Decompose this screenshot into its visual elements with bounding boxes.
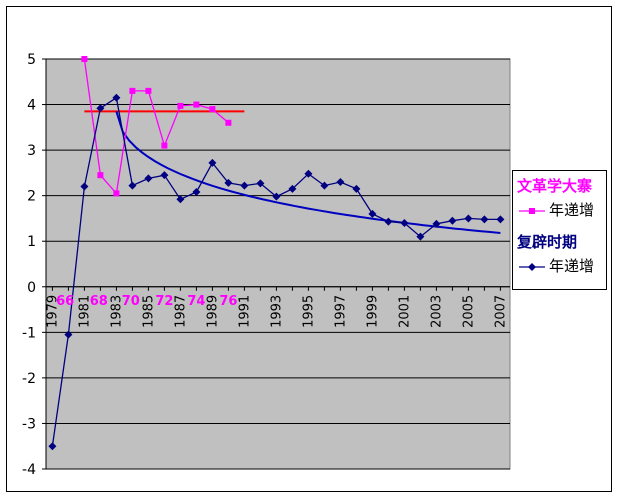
data-point-square [177,102,184,109]
data-point-diamond [288,184,297,193]
data-point-diamond [64,330,73,339]
x-tick-label: 2007 [493,295,508,328]
legend-label-magenta: 年递增 [549,201,595,219]
data-point-diamond [448,216,457,225]
y-tick-label: -1 [22,325,36,341]
x-tick-label: 1983 [109,295,124,328]
data-point-square [145,87,152,94]
data-point-diamond [400,219,409,227]
data-point-diamond [304,169,313,178]
data-point-diamond [320,181,329,190]
y-tick-label: 0 [27,280,36,296]
data-point-diamond [224,178,233,187]
series-layer [48,56,505,451]
overlay-year-label: 68 [90,294,108,309]
data-point-square [97,172,104,179]
y-tick-label: -4 [22,462,36,478]
data-point-diamond [128,181,137,190]
data-point-diamond [48,442,57,451]
data-point-diamond [352,184,361,193]
overlay-year-label: 76 [219,294,237,309]
y-tick-label: 3 [27,143,36,159]
data-point-diamond [144,174,153,183]
data-point-diamond [496,215,505,224]
x-tick-label: 1997 [333,295,348,328]
y-tick-label: -2 [22,371,36,387]
y-tick-label: 5 [27,52,36,68]
data-point-diamond [160,171,169,180]
data-point-square [193,101,200,108]
data-point-diamond [192,188,201,197]
overlay-year-label: 70 [122,294,140,309]
x-tick-label: 1989 [205,295,220,328]
y-tick-label: 1 [27,234,36,250]
data-point-diamond [480,215,489,224]
x-tick-label: 1991 [237,295,252,328]
chart-legend: 文革学大寨 年递增 复辟时期 年递增 [512,170,607,290]
x-tick-label: 1993 [269,295,284,328]
y-tick-label: 4 [27,98,36,114]
series-line-0 [83,59,229,195]
data-point-diamond [384,217,393,226]
axis-layer: -4 -3 -2 -1 0 1 2 3 4 5 1979 1981 1983 1985 1987 1989 19… [22,52,510,478]
plot-area [45,58,511,470]
data-point-square [209,106,216,113]
data-point-square [161,142,168,149]
x-tick-label: 1999 [365,295,380,328]
overlay-layer: 66 68 70 72 74 76 [56,294,237,309]
x-tick-label: 1985 [141,295,156,328]
data-point-square [113,190,120,197]
x-tick-label: 1979 [45,295,60,328]
data-point-diamond [112,93,121,102]
data-point-diamond [464,214,473,223]
data-point-diamond [208,158,217,167]
data-point-square [225,119,232,126]
x-tick-label: 1987 [173,295,188,328]
overlay-year-label: 72 [155,294,173,309]
data-point-square [81,56,88,62]
data-point-diamond [80,182,89,191]
y-tick-label: 2 [27,189,36,205]
legend-marker-navy [519,263,545,271]
data-point-diamond [256,179,265,188]
data-point-square [129,87,136,94]
legend-title-restoration: 复辟时期 [517,233,578,251]
data-point-diamond [416,232,425,241]
y-tick-label: -3 [22,416,36,432]
data-point-diamond [272,192,281,201]
data-point-diamond [240,181,249,190]
x-tick-label: 2005 [461,295,476,328]
legend-label-navy: 年递增 [549,257,595,275]
data-point-diamond [96,104,105,113]
x-tick-label: 1995 [301,295,316,328]
legend-marker-magenta [519,208,545,214]
overlay-year-label: 66 [56,294,74,309]
x-tick-label: 2003 [429,295,444,328]
overlay-year-label: 74 [187,294,205,309]
data-point-diamond [176,195,185,204]
data-point-diamond [368,209,377,218]
legend-title-culture-revolution: 文革学大寨 [517,177,593,195]
data-point-diamond [432,219,441,228]
data-point-diamond [336,178,345,186]
x-tick-label: 1981 [77,295,92,328]
x-tick-label: 2001 [397,295,412,328]
